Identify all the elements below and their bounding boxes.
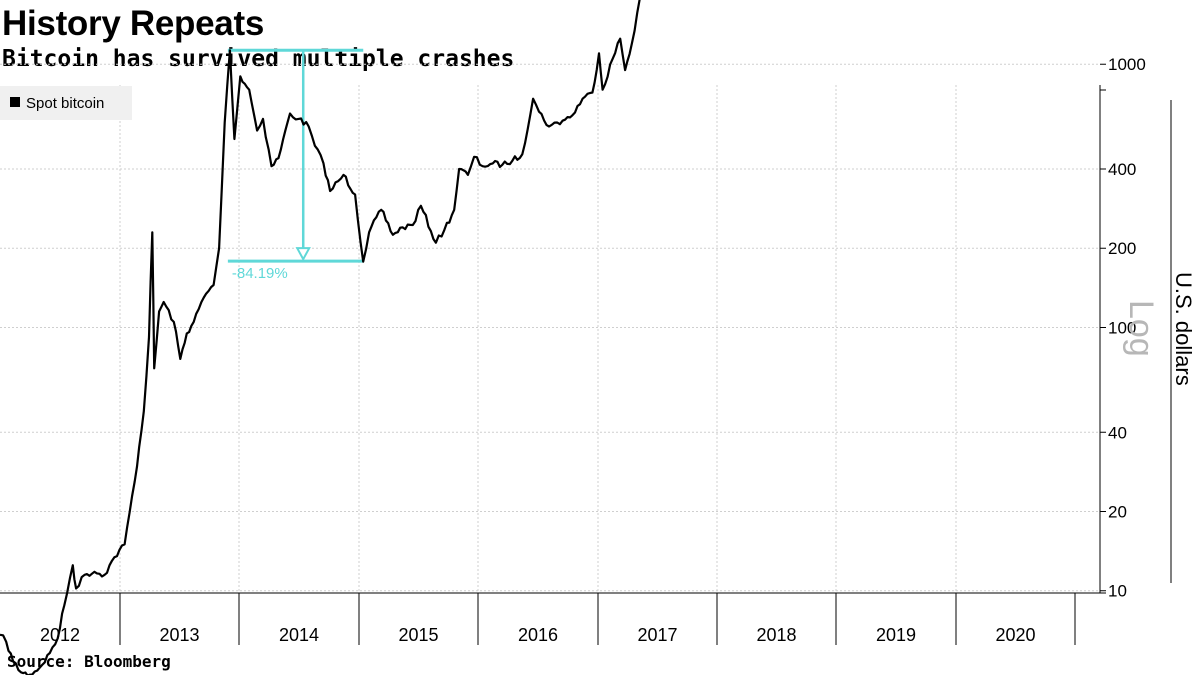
- x-tick-label: 2020: [995, 625, 1035, 645]
- y-tick-label: 100: [1108, 318, 1136, 337]
- y-tick-label: 20: [1108, 502, 1127, 521]
- source-note: Source: Bloomberg: [7, 652, 171, 671]
- legend-box: [0, 86, 132, 120]
- legend-swatch: [10, 97, 20, 107]
- x-tick-label: 2012: [40, 625, 80, 645]
- y-ticks: 4102040100200400100020004000100002000040…: [1100, 55, 1146, 601]
- y-tick-label: 10: [1108, 582, 1127, 601]
- crash-annotations: -84.19%-83.47%: [227, 48, 364, 282]
- grid: [0, 63, 1100, 593]
- chart-title: History Repeats: [2, 4, 264, 43]
- y-tick-label: 400: [1108, 160, 1136, 179]
- y-tick-label: 1000: [1108, 55, 1146, 74]
- y-tick-label: 200: [1108, 239, 1136, 258]
- annotation-label: -84.19%: [232, 265, 288, 282]
- series-line-spot-bitcoin: [0, 0, 641, 675]
- y-axis-label: Log U.S. dollars: [1122, 100, 1196, 583]
- annotation-arrow-head: [295, 247, 311, 262]
- x-tick-label: 2014: [279, 625, 319, 645]
- y-axis-title: U.S. dollars: [1171, 272, 1196, 386]
- legend-label-spot-bitcoin: Spot bitcoin: [26, 95, 104, 112]
- log-scale-label: Log: [1122, 300, 1160, 357]
- x-tick-label: 2015: [398, 625, 438, 645]
- axes: [0, 85, 1101, 594]
- x-tick-label: 2018: [756, 625, 796, 645]
- x-tick-label: 2019: [876, 625, 916, 645]
- legend: Spot bitcoin: [0, 86, 132, 120]
- x-tick-label: 2016: [518, 625, 558, 645]
- y-tick-label: 40: [1108, 423, 1127, 442]
- x-tick-label: 2017: [637, 625, 677, 645]
- x-ticks: 2012 2013 2014 2015 2016 2017 2018 2019 2020: [40, 593, 1076, 645]
- x-tick-label: 2013: [159, 625, 199, 645]
